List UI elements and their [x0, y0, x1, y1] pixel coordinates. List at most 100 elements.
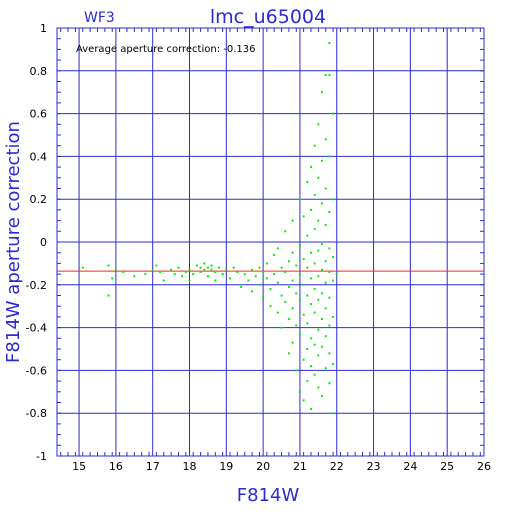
data-point — [291, 251, 294, 254]
data-point — [309, 337, 312, 340]
data-point — [203, 262, 206, 265]
x-tick-label: 22 — [330, 460, 344, 473]
data-point — [254, 275, 257, 278]
data-point — [295, 292, 298, 295]
data-point — [295, 369, 298, 372]
data-point — [199, 270, 202, 273]
data-point — [111, 277, 114, 280]
y-tick-label: -0.2 — [26, 279, 47, 292]
data-point — [332, 315, 335, 318]
data-point — [324, 281, 327, 284]
data-point — [313, 228, 316, 231]
data-point — [173, 273, 176, 276]
data-point — [321, 395, 324, 398]
y-tick-label: -0.6 — [26, 364, 47, 377]
data-point — [232, 266, 235, 269]
data-point — [295, 264, 298, 267]
data-point — [162, 279, 165, 282]
data-point — [151, 268, 154, 271]
data-point — [298, 273, 301, 276]
data-point — [302, 283, 305, 286]
data-point — [217, 266, 220, 269]
data-point — [133, 275, 136, 278]
data-point — [321, 318, 324, 321]
data-point — [321, 243, 324, 246]
data-point — [284, 270, 287, 273]
data-point — [306, 348, 309, 350]
data-point — [199, 266, 202, 269]
data-point — [236, 270, 239, 273]
data-point — [321, 91, 324, 94]
plot-frame — [56, 27, 485, 457]
x-tick-label: 18 — [183, 460, 197, 473]
data-point — [269, 288, 272, 291]
data-point — [306, 181, 309, 184]
data-point — [291, 279, 294, 282]
data-point — [317, 386, 320, 389]
data-point — [280, 326, 283, 329]
data-point — [332, 279, 335, 282]
data-point — [309, 303, 312, 306]
data-point — [309, 166, 312, 169]
data-point — [177, 266, 180, 269]
data-point — [284, 230, 287, 233]
data-point — [313, 373, 316, 376]
data-point — [317, 176, 320, 179]
data-point — [324, 138, 327, 141]
chart-subtitle: WF3 — [84, 10, 115, 26]
y-tick-labels: 1 0.8 0.6 0.4 0.2 0 -0.2 -0.4 -0.6 -0.8 -1 — [26, 22, 47, 463]
data-point — [247, 279, 250, 282]
y-tick-label: 0.8 — [30, 65, 48, 78]
data-point — [302, 215, 305, 218]
data-point — [324, 187, 327, 190]
data-point — [306, 294, 309, 297]
data-point — [280, 294, 283, 297]
data-point — [240, 285, 243, 288]
data-point — [265, 262, 268, 265]
data-point — [188, 279, 191, 282]
data-point — [306, 380, 309, 383]
data-point — [317, 123, 320, 126]
data-point — [287, 285, 290, 288]
data-point — [317, 249, 320, 252]
data-point — [122, 270, 125, 273]
data-point — [321, 292, 324, 295]
data-point — [309, 208, 312, 211]
data-point — [332, 255, 335, 258]
average-correction-annotation: Average aperture correction: -0.136 — [76, 44, 256, 55]
data-point — [184, 270, 187, 273]
data-point — [332, 412, 335, 415]
data-point — [328, 155, 331, 158]
data-point — [262, 296, 265, 299]
data-point — [298, 298, 301, 301]
data-point — [273, 253, 276, 256]
x-tick-label: 17 — [146, 460, 160, 473]
data-point — [210, 264, 213, 267]
data-point — [302, 399, 305, 402]
data-point — [276, 281, 279, 284]
data-point — [203, 268, 206, 271]
data-point — [298, 245, 301, 248]
data-point — [298, 198, 301, 201]
x-tick-label: 25 — [440, 460, 454, 473]
data-point — [321, 159, 324, 162]
y-tick-label: -0.8 — [26, 407, 47, 420]
data-point — [335, 273, 338, 276]
data-point — [309, 251, 312, 254]
data-point — [313, 262, 316, 265]
data-point — [328, 296, 331, 299]
data-point — [324, 223, 327, 226]
data-point — [298, 333, 301, 336]
data-point — [321, 345, 324, 348]
data-point — [324, 307, 327, 310]
data-point — [317, 328, 320, 331]
x-tick-label: 20 — [256, 460, 270, 473]
data-point — [251, 290, 254, 293]
data-point — [328, 41, 331, 44]
data-point — [306, 266, 309, 269]
data-point — [317, 298, 320, 301]
x-tick-labels: 15 16 17 18 19 20 21 22 23 24 25 26 — [72, 460, 491, 473]
data-point — [280, 266, 283, 269]
data-point — [317, 219, 320, 222]
